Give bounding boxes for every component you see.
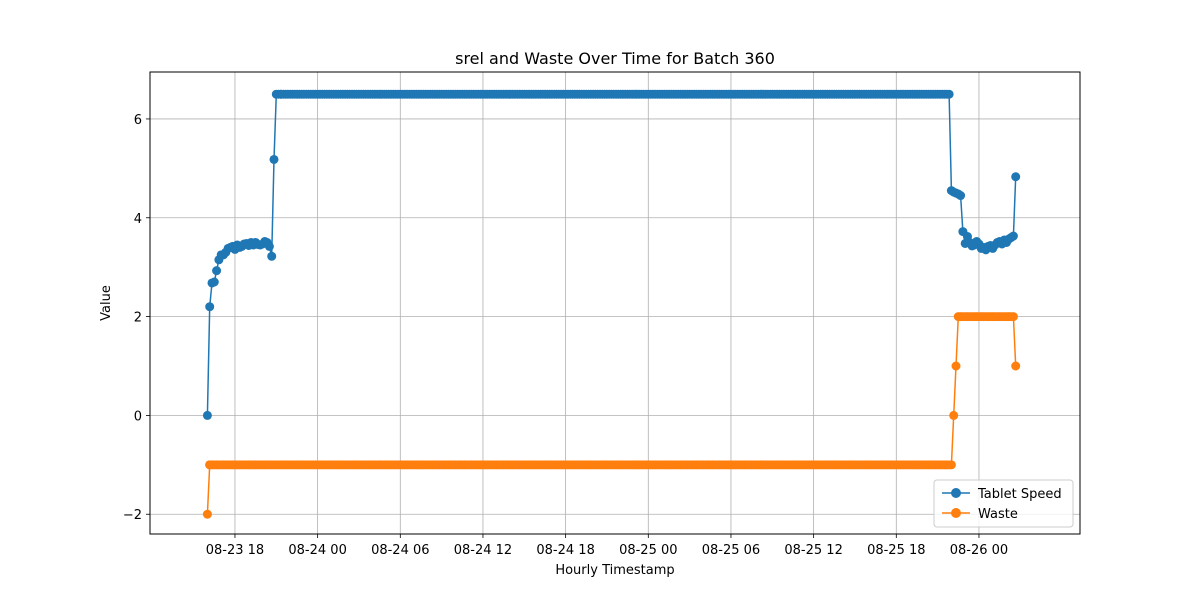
data-point-tablet-speed bbox=[212, 266, 222, 276]
x-tick-label: 08-25 18 bbox=[867, 543, 925, 558]
series-tablet-speed bbox=[202, 89, 1021, 420]
x-tick-label: 08-25 12 bbox=[784, 543, 842, 558]
data-point-tablet-speed bbox=[267, 251, 277, 261]
axis-ticks: 08-23 18 08-24 00 08-24 06 08-24 12 08-24 18… bbox=[123, 113, 1008, 558]
y-tick-label: 4 bbox=[134, 212, 142, 227]
data-point-tablet-speed bbox=[1011, 172, 1021, 182]
x-tick-label: 08-24 18 bbox=[536, 543, 594, 558]
x-tick-label: 08-25 06 bbox=[702, 543, 760, 558]
x-tick-label: 08-24 12 bbox=[454, 543, 512, 558]
legend-marker-waste bbox=[951, 508, 961, 518]
data-point-tablet-speed bbox=[1008, 231, 1018, 241]
data-point-waste bbox=[1011, 361, 1021, 371]
grid-lines bbox=[150, 72, 1080, 534]
series-waste bbox=[202, 312, 1021, 519]
x-tick-label: 08-23 18 bbox=[206, 543, 264, 558]
data-point-tablet-speed bbox=[202, 410, 212, 420]
x-tick-label: 08-25 00 bbox=[619, 543, 677, 558]
x-axis-label: Hourly Timestamp bbox=[555, 563, 674, 578]
data-point-tablet-speed bbox=[269, 154, 279, 164]
plot-frame bbox=[149, 71, 1081, 535]
legend-marker-tablet-speed bbox=[951, 488, 961, 498]
y-tick-label: 0 bbox=[134, 409, 142, 424]
data-point-waste bbox=[1008, 312, 1018, 322]
data-point-tablet-speed bbox=[209, 277, 219, 287]
data-point-waste bbox=[202, 509, 212, 519]
x-tick-label: 08-26 00 bbox=[950, 543, 1008, 558]
data-point-tablet-speed bbox=[264, 241, 274, 251]
y-tick-label: 6 bbox=[134, 113, 142, 128]
x-tick-label: 08-24 06 bbox=[371, 543, 429, 558]
x-tick-label: 08-24 00 bbox=[288, 543, 346, 558]
data-point-tablet-speed bbox=[944, 89, 954, 99]
y-axis-label: Value bbox=[99, 285, 114, 321]
series-layer bbox=[202, 89, 1021, 519]
legend-label-tablet-speed: Tablet Speed bbox=[977, 487, 1062, 502]
y-tick-label: −2 bbox=[123, 508, 142, 523]
data-point-tablet-speed bbox=[205, 302, 215, 312]
chart-title: srel and Waste Over Time for Batch 360 bbox=[455, 49, 775, 68]
legend-box bbox=[933, 479, 1074, 528]
data-point-tablet-speed bbox=[956, 191, 966, 201]
y-tick-label: 2 bbox=[134, 311, 142, 326]
data-point-waste bbox=[949, 410, 959, 420]
legend-label-waste: Waste bbox=[978, 507, 1018, 522]
legend: Tablet Speed Waste bbox=[933, 479, 1074, 528]
data-point-waste bbox=[951, 361, 961, 371]
data-point-waste bbox=[946, 460, 956, 470]
